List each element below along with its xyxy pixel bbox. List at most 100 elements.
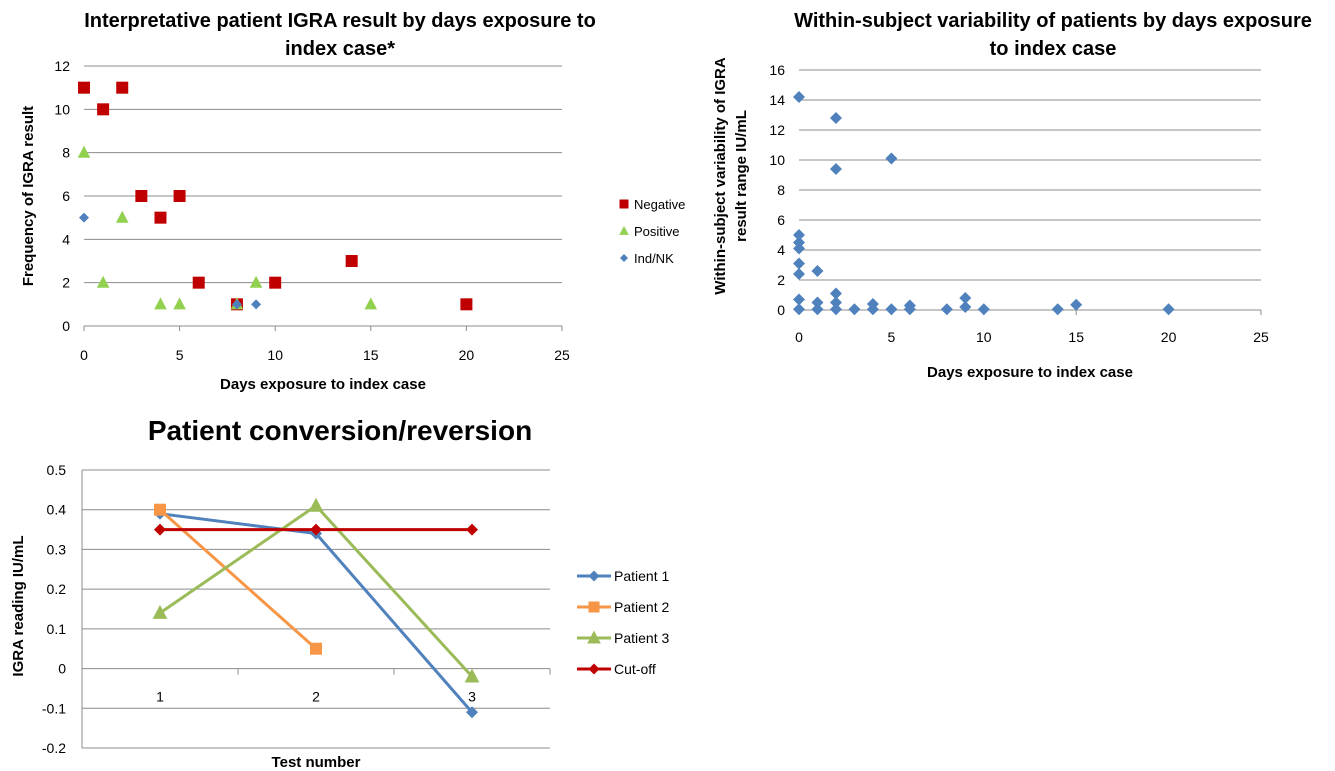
chart1-point-positive: [364, 297, 378, 310]
chart1-point-ind-nk: [79, 212, 89, 223]
chart2-x-tick-label: 15: [1068, 329, 1084, 345]
chart1-y-tick-label: 0: [62, 318, 70, 334]
chart2-x-axis-label: Days exposure to index case: [927, 364, 1133, 381]
chart1-y-tick-label: 6: [62, 188, 70, 204]
chart2-point: [793, 242, 805, 255]
chart2-y-tick-label: 14: [769, 92, 785, 108]
chart2-point: [811, 303, 824, 316]
chart-igra-result-frequency: Interpretative patient IGRA result by da…: [20, 10, 685, 393]
chart1-point-negative: [460, 298, 473, 311]
chart2-y-tick-label: 16: [769, 62, 785, 78]
chart3-point-patient-3: [152, 604, 168, 619]
chart3-point-patient-2: [310, 642, 322, 655]
chart2-point: [793, 293, 805, 306]
chart-patient-conversion-reversion: Patient conversion/reversion -0.2 -0.1 0 0.1…: [10, 415, 669, 771]
chart3-legend-marker: [588, 570, 600, 582]
chart2-point: [829, 303, 842, 316]
chart2-point: [829, 163, 842, 175]
chart1-x-tick-label: 20: [459, 347, 475, 363]
chart3-y-tick-label: 0.5: [47, 462, 67, 478]
chart2-point: [829, 296, 842, 309]
chart2-y-axis-label-line: Within-subject variability of IGRA: [712, 57, 729, 295]
chart2-title-line: to index case: [990, 38, 1117, 60]
chart2-y-tick-label: 0: [777, 302, 785, 318]
chart1-point-negative: [345, 255, 358, 267]
chart3-title: Patient conversion/reversion: [148, 415, 532, 446]
chart2-x-tick-label: 5: [888, 329, 896, 345]
chart3-y-tick-label: 0.1: [47, 621, 67, 637]
chart1-point-negative: [78, 81, 90, 94]
chart3-point-patient-3: [308, 497, 324, 512]
chart2-point: [793, 91, 805, 103]
chart2-x-tick-label: 20: [1161, 329, 1177, 345]
chart2-y-tick-label: 12: [769, 122, 785, 138]
chart2-x-tick-label: 0: [795, 329, 803, 345]
chart1-point-positive: [249, 275, 263, 288]
chart2-point: [829, 112, 842, 124]
chart3-y-tick-label: 0: [58, 661, 66, 677]
chart3-point-cut-off: [154, 523, 166, 536]
chart1-point-positive: [173, 297, 186, 310]
chart2-y-tick-label: 6: [777, 212, 785, 228]
chart3-point-patient-3: [464, 668, 480, 683]
chart3-legend-marker: [588, 601, 600, 613]
chart2-point: [811, 296, 824, 309]
chart2-point: [885, 303, 898, 316]
chart1-point-negative: [154, 211, 167, 224]
chart2-point: [793, 257, 805, 270]
chart1-point-negative: [116, 81, 129, 94]
chart1-legend-marker: [620, 254, 628, 262]
chart1-legend-label: Positive: [634, 224, 680, 239]
chart2-point: [959, 301, 972, 313]
chart3-point-patient-1: [466, 706, 478, 719]
chart2-point: [940, 303, 953, 316]
chart1-point-ind-nk: [251, 299, 262, 310]
chart2-point: [885, 152, 898, 165]
chart2-point: [848, 303, 861, 316]
chart3-line-patient-1: [159, 512, 474, 714]
chart2-point: [866, 303, 879, 316]
chart2-point: [793, 229, 805, 241]
chart3-y-tick-label: -0.2: [42, 740, 66, 756]
chart1-point-negative: [135, 190, 148, 202]
chart2-x-tick-label: 25: [1253, 329, 1269, 345]
chart3-x-category-label: 2: [312, 689, 320, 705]
chart1-title-line: Interpretative patient IGRA result by da…: [84, 10, 596, 32]
chart1-x-tick-label: 25: [554, 347, 570, 363]
chart2-point: [1162, 303, 1175, 316]
chart3-legend-marker: [587, 630, 601, 644]
chart3-legend-label: Cut-off: [614, 661, 656, 677]
chart3-line-patient-2: [159, 508, 317, 650]
chart2-title-line: Within-subject variability of patients b…: [794, 10, 1312, 32]
chart1-x-tick-label: 5: [176, 347, 184, 363]
chart1-point-positive: [154, 297, 167, 310]
chart2-y-tick-label: 2: [777, 272, 785, 288]
chart3-legend-label: Patient 2: [614, 599, 669, 615]
chart2-point: [977, 303, 990, 316]
chart2-point: [793, 268, 805, 280]
chart3-point-cut-off: [466, 523, 478, 536]
chart3-x-axis-label: Test number: [272, 754, 361, 771]
chart1-y-tick-label: 4: [62, 231, 70, 247]
chart2-point: [829, 287, 842, 300]
chart1-point-negative: [192, 276, 205, 289]
chart2-point: [793, 303, 805, 316]
chart1-point-positive: [115, 210, 129, 223]
chart2-point: [903, 303, 916, 316]
chart1-legend-label: Ind/NK: [634, 251, 674, 266]
chart2-point: [959, 292, 972, 304]
chart1-legend-marker: [619, 199, 629, 209]
chart1-y-tick-label: 10: [54, 101, 70, 117]
chart1-x-tick-label: 10: [267, 347, 283, 363]
chart3-legend-label: Patient 3: [614, 630, 669, 646]
chart3-y-axis-label: IGRA reading IU/mL: [10, 535, 27, 676]
chart2-point: [811, 265, 824, 277]
chart1-point-positive: [77, 145, 91, 158]
chart2-point: [1051, 303, 1064, 316]
chart1-point-negative: [97, 103, 110, 116]
chart2-y-tick-label: 10: [769, 152, 785, 168]
chart1-point-positive: [96, 275, 110, 288]
chart2-y-axis-label-line: result range IU/mL: [733, 110, 750, 242]
chart3-x-category-label: 1: [156, 689, 164, 705]
